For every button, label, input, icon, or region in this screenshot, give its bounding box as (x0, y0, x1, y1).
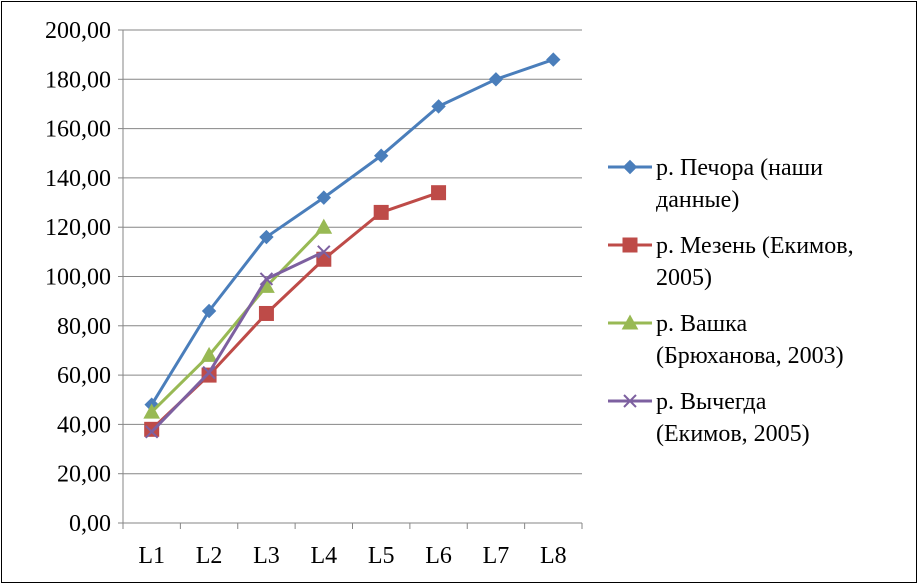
series-line (150, 191, 440, 431)
data-point (258, 305, 274, 321)
legend-label: данные) (656, 187, 739, 213)
y-tick-label: 40,00 (57, 412, 111, 438)
legend-marker (621, 314, 639, 330)
y-tick-label: 120,00 (45, 215, 111, 241)
data-point (317, 245, 331, 259)
legend-label: р. Печора (наши (656, 155, 823, 181)
data-point (373, 148, 389, 163)
data-point (144, 425, 159, 439)
y-tick-label: 0,00 (69, 511, 111, 537)
data-point (200, 346, 218, 362)
legend: р. Печора (наши данные) р. Мезень (Екимов,… (608, 155, 854, 447)
legend-label: 2005) (656, 265, 712, 291)
series-2 (144, 185, 447, 437)
legend-label: (Екимов, 2005) (656, 421, 810, 447)
data-point (488, 72, 504, 87)
legend-marker (623, 394, 637, 408)
series-3 (143, 218, 333, 419)
data-point (546, 52, 561, 67)
y-tick-label: 100,00 (45, 265, 111, 291)
legend-item: р. Печора (наши данные) (608, 155, 823, 213)
y-tick-label: 80,00 (57, 314, 111, 340)
series-group (143, 52, 561, 439)
data-point (259, 272, 274, 286)
legend-label: (Брюханова, 2003) (656, 343, 844, 369)
data-point (144, 421, 160, 437)
legend-marker (622, 237, 638, 253)
x-tick-label: L7 (483, 543, 510, 569)
gridlines (123, 29, 582, 475)
y-tick-label: 200,00 (45, 18, 111, 44)
series-line (150, 250, 325, 433)
series-line (150, 226, 325, 414)
data-point (431, 99, 446, 114)
data-point (143, 403, 161, 419)
legend-item: р. Мезень (Екимов, 2005) (608, 233, 854, 291)
data-point (201, 303, 217, 319)
data-point (259, 229, 274, 245)
legend-item: р. Вычегда (Екимов, 2005) (608, 389, 810, 447)
y-tick-label: 180,00 (45, 67, 111, 93)
y-tick-label: 160,00 (45, 117, 111, 143)
y-tick-label: 60,00 (57, 363, 111, 389)
x-axis-ticks: L1 L2 L3 L4 L5 L6 L7 L8 (122, 523, 583, 569)
data-point (431, 185, 447, 201)
x-tick-label: L4 (310, 543, 337, 569)
series-4 (144, 245, 331, 439)
x-tick-label: L5 (368, 543, 395, 569)
x-tick-label: L1 (138, 543, 165, 569)
data-point (202, 365, 216, 380)
y-tick-label: 20,00 (57, 462, 111, 488)
series-line (150, 58, 554, 406)
x-tick-label: L8 (540, 543, 567, 569)
y-axis-ticks: 0,00 20,00 40,00 60,00 80,00 100,00 120,00 140,… (45, 18, 123, 537)
series-1 (144, 52, 561, 412)
x-tick-label: L2 (196, 543, 223, 569)
y-tick-label: 140,00 (45, 166, 111, 192)
data-point (315, 218, 333, 234)
legend-marker (622, 159, 638, 175)
legend-item: р. Вашка (Брюханова, 2003) (608, 311, 844, 369)
legend-label: р. Вычегда (656, 389, 767, 415)
data-point (201, 367, 217, 383)
x-tick-label: L3 (253, 543, 280, 569)
legend-label: р. Мезень (Екимов, (656, 233, 854, 259)
data-point (373, 204, 389, 220)
legend-label: р. Вашка (656, 311, 747, 337)
data-point (316, 190, 332, 205)
x-tick-label: L6 (425, 543, 452, 569)
